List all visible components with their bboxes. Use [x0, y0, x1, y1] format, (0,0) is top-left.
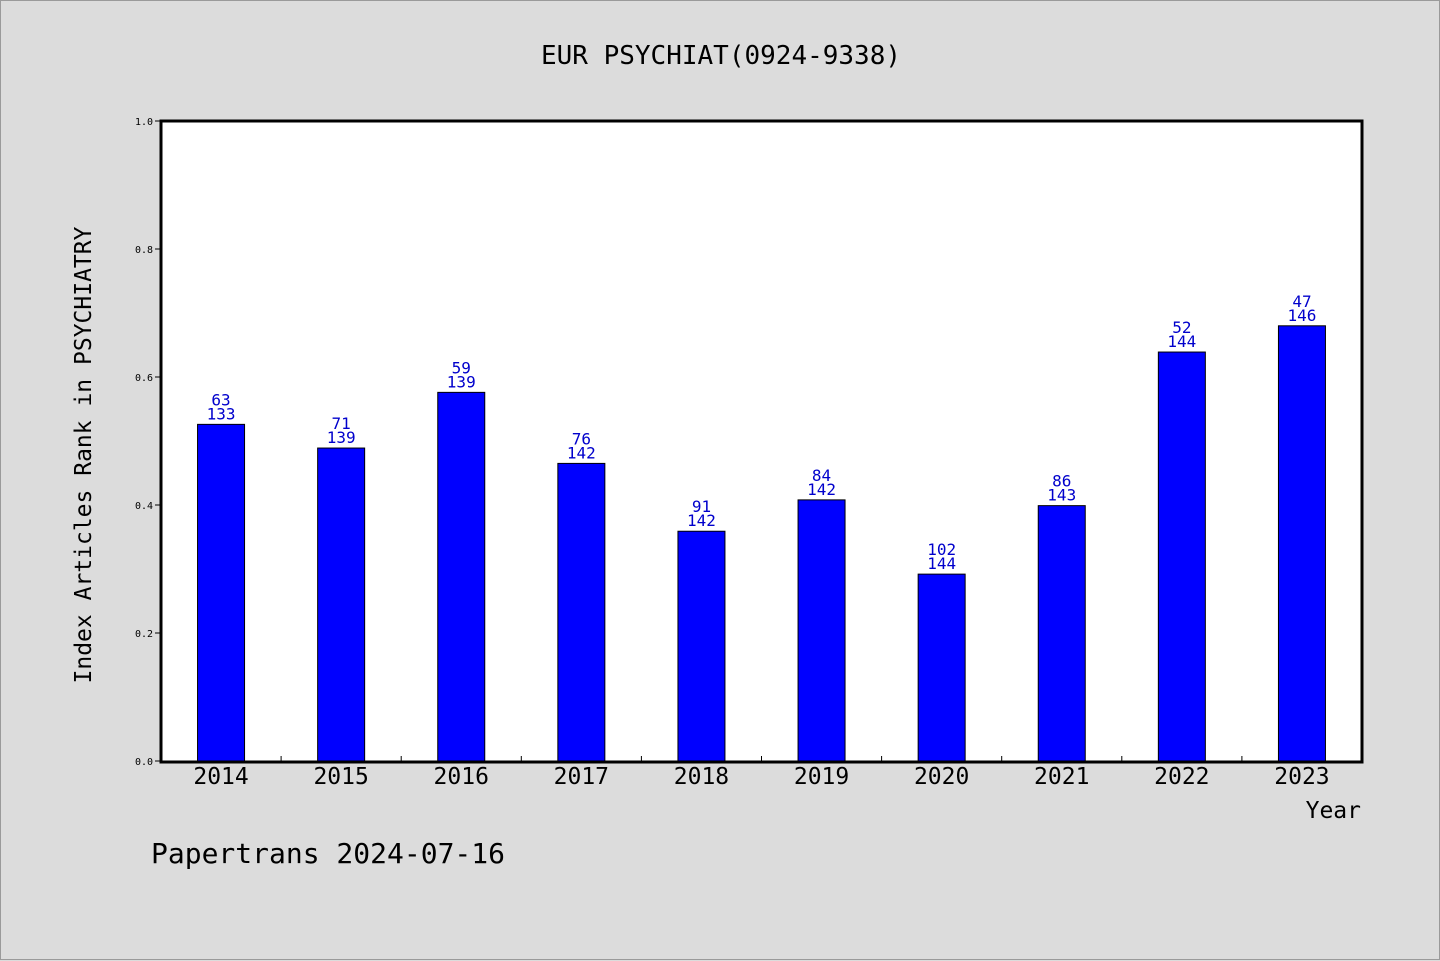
x-tick-label: 2019 [794, 764, 849, 790]
bar [557, 462, 606, 762]
bar-label-total: 139 [447, 372, 476, 391]
bar-label-total: 146 [1287, 306, 1316, 325]
bar [437, 391, 486, 762]
y-tick-label: 0.2 [135, 629, 153, 640]
bar-label-total: 139 [327, 428, 356, 447]
bar [1277, 325, 1326, 762]
bar-series: 6313371139591397614291142841421021448614… [197, 292, 1326, 762]
x-tick-label: 2017 [554, 764, 609, 790]
bar-label-rank: 76 [572, 429, 591, 448]
bar [797, 499, 846, 762]
y-axis: 0.0 0.2 0.4 0.6 0.8 1.0 [135, 117, 161, 768]
y-tick-label: 0.0 [135, 757, 153, 768]
x-axis-label: Year [1306, 798, 1361, 824]
bar-label-total: 142 [687, 511, 716, 530]
bar-label-total: 142 [807, 480, 836, 499]
x-tick-label: 2015 [313, 764, 368, 790]
bar-label-total: 133 [207, 404, 236, 423]
bar [1037, 505, 1086, 762]
y-tick-label: 0.8 [135, 245, 153, 256]
x-axis: 2014 2015 2016 2017 2018 2019 2020 2021 2022 2023 [193, 756, 1330, 790]
x-tick-label: 2016 [434, 764, 489, 790]
y-tick-label: 0.6 [135, 373, 153, 384]
bar-label-total: 144 [927, 554, 956, 573]
bar [317, 447, 366, 762]
bar-label-rank: 63 [211, 390, 230, 409]
bar-label-rank: 71 [332, 414, 351, 433]
bar-label-rank: 91 [692, 497, 711, 516]
y-axis-label: Index Articles Rank in PSYCHIATRY [71, 226, 97, 683]
bar-label-total: 144 [1167, 332, 1196, 351]
bar [917, 573, 966, 762]
x-tick-label: 2022 [1154, 764, 1209, 790]
x-tick-label: 2023 [1274, 764, 1329, 790]
x-tick-label: 2014 [193, 764, 248, 790]
x-tick-label: 2020 [914, 764, 969, 790]
chart-title: EUR PSYCHIAT(0924-9338) [541, 41, 901, 71]
bar-label-total: 143 [1047, 486, 1076, 505]
bar-label-rank: 52 [1172, 318, 1191, 337]
bar [197, 423, 246, 762]
bar-label-rank: 84 [812, 466, 831, 485]
x-tick-label: 2018 [674, 764, 729, 790]
y-tick-label: 1.0 [135, 117, 153, 128]
bar-label-rank: 59 [452, 358, 471, 377]
bar [1157, 351, 1206, 762]
y-tick-label: 0.4 [135, 501, 153, 512]
bar [677, 530, 726, 762]
bar-label-total: 142 [567, 443, 596, 462]
bar-label-rank: 86 [1052, 472, 1071, 491]
x-tick-label: 2021 [1034, 764, 1089, 790]
footer-text: Papertrans 2024-07-16 [151, 837, 505, 870]
bar-label-rank: 102 [927, 540, 956, 559]
bar-label-rank: 47 [1292, 292, 1311, 311]
